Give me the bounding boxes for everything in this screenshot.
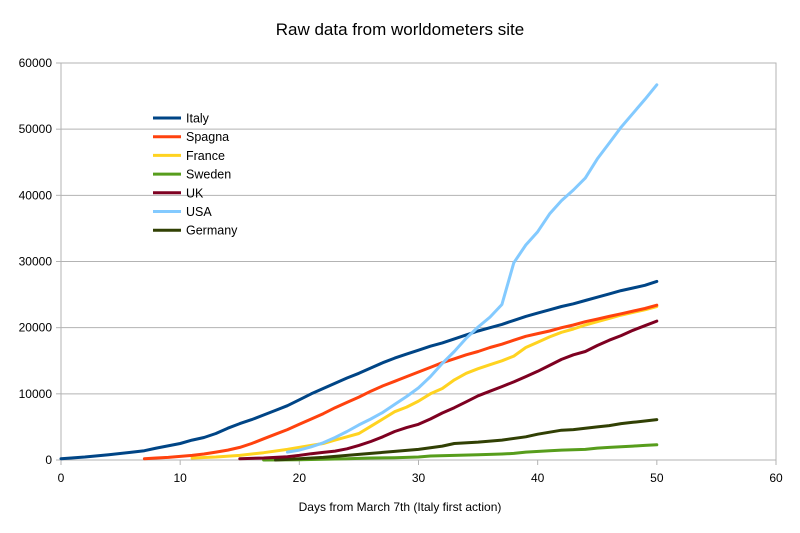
x-axis-label: Days from March 7th (Italy first action) — [299, 500, 502, 514]
x-tick-label: 50 — [650, 471, 664, 485]
series-line-spagna — [142, 303, 659, 461]
y-tick-label: 10000 — [19, 387, 53, 401]
series-line-sweden — [262, 443, 659, 462]
series-line-uk — [238, 319, 659, 461]
legend-label-sweden: Sweden — [186, 168, 231, 182]
legend: Italy Spagna France Sweden UK USA Germany — [153, 112, 238, 238]
legend-label-usa: USA — [186, 205, 212, 219]
y-tick-label: 60000 — [19, 56, 53, 70]
x-tick-label: 20 — [293, 471, 307, 485]
x-tick-label: 30 — [412, 471, 426, 485]
x-tick-label: 60 — [769, 471, 783, 485]
y-tick-label: 50000 — [19, 122, 53, 136]
legend-label-spagna: Spagna — [186, 130, 229, 144]
legend-label-france: France — [186, 149, 225, 163]
series-line-usa — [285, 83, 659, 454]
legend-label-germany: Germany — [186, 224, 238, 238]
y-tick-label: 30000 — [19, 255, 53, 269]
axis-ticks: 0 10000 20000 30000 40000 50000 60000 0 10 20 30 40… — [19, 56, 783, 485]
y-tick-label: 20000 — [19, 321, 53, 335]
x-tick-label: 0 — [58, 471, 65, 485]
legend-label-uk: UK — [186, 186, 204, 200]
y-tick-label: 0 — [45, 453, 52, 467]
x-tick-label: 40 — [531, 471, 545, 485]
chart-title: Raw data from worldometers site — [276, 20, 524, 39]
series-lines — [59, 83, 659, 462]
x-tick-label: 10 — [173, 471, 187, 485]
y-tick-label: 40000 — [19, 188, 53, 202]
series-line-france — [190, 305, 659, 460]
series-line-germany — [274, 418, 659, 462]
series-line-italy — [59, 279, 659, 461]
legend-label-italy: Italy — [186, 112, 210, 126]
